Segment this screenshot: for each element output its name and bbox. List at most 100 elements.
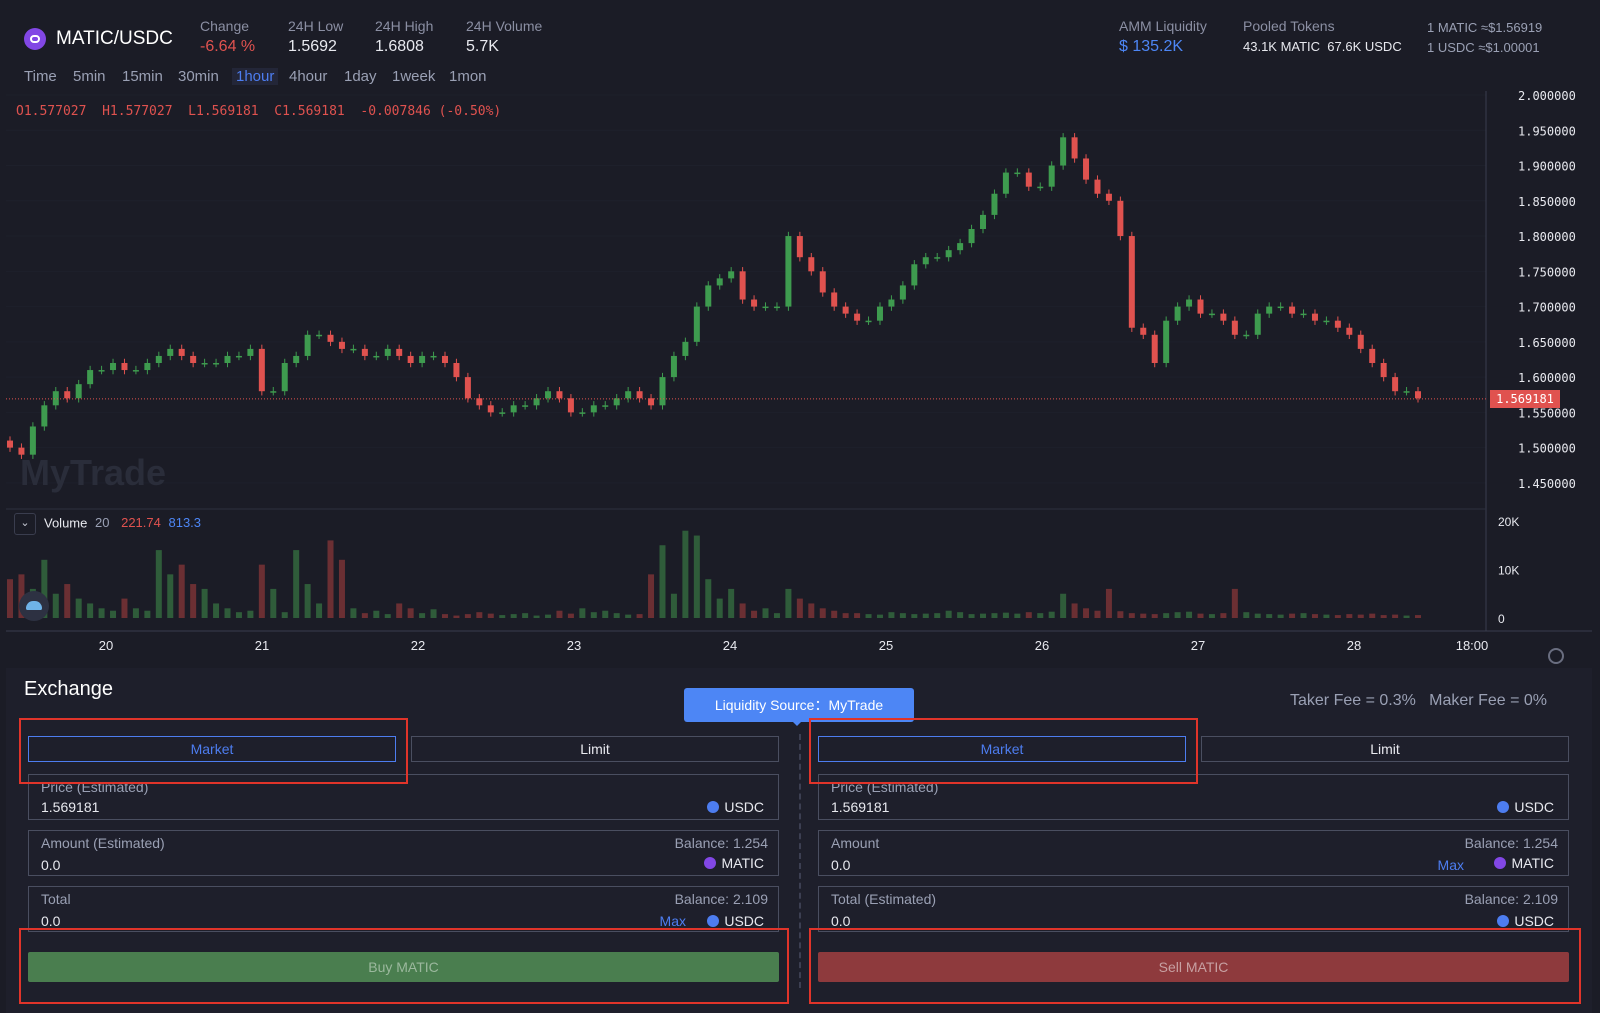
usdc-icon (1497, 915, 1510, 927)
candle-body (796, 236, 803, 258)
volume-bar (773, 613, 780, 618)
candle-body (167, 348, 174, 356)
candle-body (510, 405, 517, 413)
volume-bar (98, 608, 105, 618)
sell-amount-max-link[interactable]: Max (1437, 857, 1464, 873)
x-tick-label: 18:00 (1456, 638, 1489, 653)
volume-legend: ⌄ Volume 20 221.74 813.3 (14, 513, 201, 535)
volume-bar (876, 614, 883, 618)
volume-bar (64, 584, 71, 618)
candle-body (831, 292, 838, 307)
candle-body (224, 355, 231, 363)
buy-matic-button[interactable]: Buy MATIC (28, 952, 779, 982)
candle-body (1117, 200, 1124, 237)
volume-bar (178, 564, 185, 618)
volume-bar (7, 579, 13, 618)
stat-value: 1.5692 (288, 38, 337, 55)
buy-amount-field[interactable]: Amount (Estimated) Balance: 1.254 0.0 MA… (28, 830, 779, 876)
sell-total-value[interactable]: 0.0 (831, 913, 851, 929)
candle-body (441, 355, 448, 363)
buy-tab-market[interactable]: Market (28, 736, 396, 762)
coin-label: USDC (724, 913, 764, 929)
sell-amount-value[interactable]: 0.0 (831, 857, 851, 873)
x-tick-label: 25 (879, 638, 893, 653)
buy-total-value[interactable]: 0.0 (41, 913, 61, 929)
sell-amount-field[interactable]: Amount Balance: 1.254 0.0 Max MATIC (818, 830, 1569, 876)
volume-bar (373, 610, 380, 618)
volume-bar (1060, 593, 1067, 618)
tf-15min[interactable]: 15min (122, 68, 163, 85)
x-tick-label: 22 (411, 638, 425, 653)
sell-price-value[interactable]: 1.569181 (831, 799, 890, 815)
price-chart[interactable]: 2.000000 1.950000 1.900000 1.850000 1.800000… (6, 91, 1592, 661)
sell-price-field[interactable]: Price (Estimated) 1.569181 USDC (818, 774, 1569, 820)
volume-bar (945, 610, 952, 618)
candle-body (888, 299, 895, 307)
liquidity-source-badge[interactable]: Liquidity Source：MyTrade (684, 688, 914, 722)
collapse-volume-icon[interactable]: ⌄ (14, 513, 36, 535)
sell-matic-button[interactable]: Sell MATIC (818, 952, 1569, 982)
candle-body (625, 391, 632, 399)
volume-bar (1048, 611, 1055, 618)
candle-body (1083, 158, 1090, 180)
rate-matic: 1 MATIC ≈$1.56919 (1427, 20, 1543, 35)
tf-1day[interactable]: 1day (344, 68, 377, 85)
candle-body (1334, 320, 1341, 328)
candle-body (1037, 186, 1044, 189)
candle-body (934, 257, 941, 259)
sell-tab-limit[interactable]: Limit (1201, 736, 1569, 762)
candle-body (705, 285, 712, 307)
candle-body (1403, 391, 1410, 393)
volume-bar (350, 608, 357, 618)
candle-body (1014, 172, 1021, 175)
volume-bar (213, 603, 220, 618)
candle-body (190, 355, 197, 363)
candle-body (29, 426, 36, 455)
volume-bar (1014, 613, 1021, 618)
tf-1hour[interactable]: 1hour (232, 68, 279, 85)
tf-30min[interactable]: 30min (178, 68, 219, 85)
volume-bar (1105, 588, 1112, 618)
candle-body (1208, 313, 1215, 316)
usdc-icon (1497, 801, 1510, 813)
candle-body (1369, 348, 1376, 363)
tradingview-logo-icon[interactable] (19, 591, 49, 621)
tf-time[interactable]: Time (24, 68, 57, 85)
candle-body (1231, 320, 1238, 335)
buy-amount-value[interactable]: 0.0 (41, 857, 61, 873)
candle-body (338, 341, 345, 349)
candle-body (773, 306, 780, 309)
tf-1mon[interactable]: 1mon (449, 68, 487, 85)
volume-bar (464, 614, 471, 618)
candle-body (155, 355, 162, 363)
pair-title[interactable]: MATIC/USDC (56, 28, 173, 49)
usdc-icon (707, 915, 720, 927)
volume-bar (1380, 615, 1387, 618)
tf-4hour[interactable]: 4hour (289, 68, 328, 85)
volume-bar (602, 610, 609, 618)
buy-price-coin: USDC (707, 799, 764, 815)
volume-bar (327, 540, 334, 618)
volume-bar (659, 545, 666, 618)
sell-total-balance: Balance: 2.109 (1464, 891, 1558, 907)
sell-total-field[interactable]: Total (Estimated) Balance: 2.109 0.0 USD… (818, 886, 1569, 932)
buy-total-max-link[interactable]: Max (659, 913, 686, 929)
sell-tab-market[interactable]: Market (818, 736, 1186, 762)
candle-body (785, 236, 792, 307)
volume-bar (785, 588, 792, 618)
buy-total-field[interactable]: Total Balance: 2.109 0.0 Max USDC (28, 886, 779, 932)
volume-bar (796, 598, 803, 618)
chart-settings-gear-icon[interactable] (1548, 648, 1564, 664)
volume-bar (1231, 588, 1238, 618)
tf-5min[interactable]: 5min (73, 68, 106, 85)
buy-tab-limit[interactable]: Limit (411, 736, 779, 762)
chart-svg[interactable]: 2.000000 1.950000 1.900000 1.850000 1.800000… (6, 91, 1592, 661)
buy-price-field[interactable]: Price (Estimated) 1.569181 USDC (28, 774, 779, 820)
stat-value: -6.64 % (200, 38, 256, 55)
tf-1week[interactable]: 1week (392, 68, 436, 85)
highlight-buy-market (19, 718, 408, 784)
volume-value-2: 813.3 (168, 515, 202, 531)
candle-body (945, 250, 952, 258)
buy-price-value[interactable]: 1.569181 (41, 799, 100, 815)
candle-body (1289, 306, 1296, 314)
